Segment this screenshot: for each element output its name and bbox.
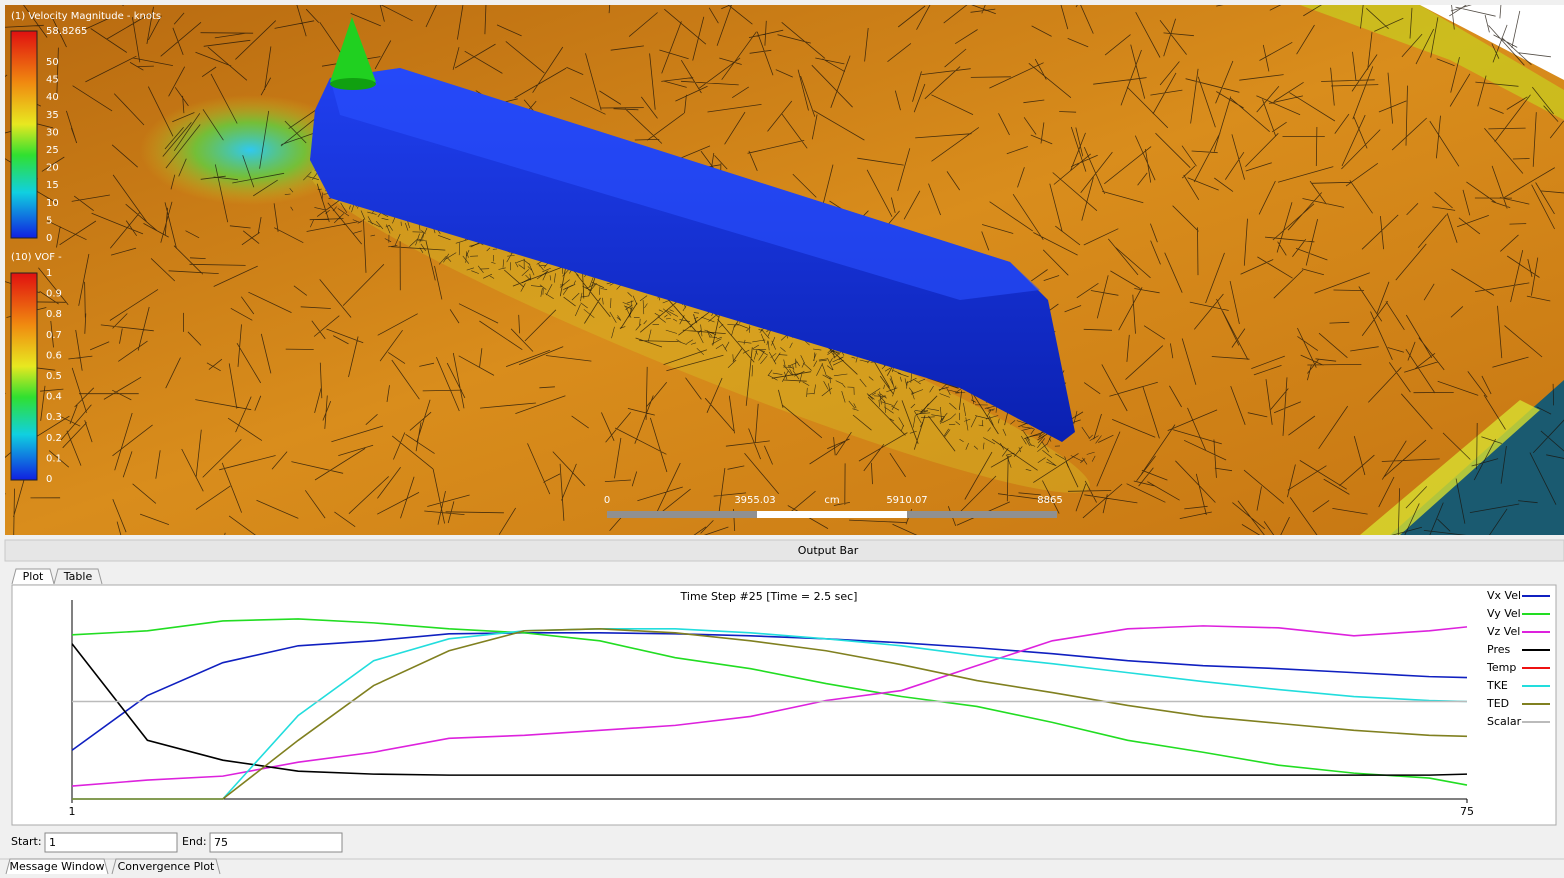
chart-title: Time Step #25 [Time = 2.5 sec]	[680, 590, 858, 603]
output-bar-title: Output Bar	[798, 544, 859, 557]
edge-right-glow	[1360, 400, 1540, 535]
scale-bar-seg	[907, 511, 1057, 518]
chart: Time Step #25 [Time = 2.5 sec] 1 75 Vx Vel V…	[69, 589, 1550, 818]
legend-title: (1) Velocity Magnitude - knots	[11, 11, 161, 22]
legend-label: 5	[46, 215, 52, 226]
scale-bar-seg	[757, 511, 907, 518]
x-tick-label: 75	[1460, 805, 1474, 818]
ship-deck	[330, 68, 1040, 300]
legend-label: 0.4	[46, 392, 62, 403]
legend-label: 0.5	[46, 371, 62, 382]
legend-label: 0	[46, 474, 52, 485]
tab-label[interactable]: Plot	[23, 570, 44, 583]
legend-label: Scalar	[1487, 715, 1522, 728]
legend-title: (10) VOF -	[11, 252, 62, 263]
legend-label: Temp	[1486, 661, 1516, 674]
scale-label: 3955.03	[734, 495, 775, 506]
output-bar-header	[4, 539, 1564, 562]
series-line	[71, 618, 1468, 786]
series-line	[71, 632, 1468, 751]
series-line	[72, 628, 1468, 800]
start-input[interactable]	[44, 832, 178, 853]
legend-label: 0.6	[46, 350, 62, 361]
legend-label: 45	[46, 75, 59, 86]
tab-label[interactable]: Convergence Plot	[118, 860, 215, 873]
end-value[interactable]: 75	[214, 836, 228, 849]
legend-label: TKE	[1486, 679, 1508, 692]
scale-label: 8865	[1037, 495, 1062, 506]
legend-label: 50	[46, 57, 59, 68]
legend-label: 0.2	[46, 433, 62, 444]
x-tick-label: 1	[69, 805, 76, 818]
legend-label: 10	[46, 198, 59, 209]
legend-label: Pres	[1487, 643, 1510, 656]
start-value[interactable]: 1	[49, 836, 56, 849]
tab-label[interactable]: Table	[63, 570, 93, 583]
direction-cone	[330, 17, 376, 82]
edge-top	[1300, 5, 1564, 120]
colorbar	[10, 272, 38, 481]
end-label: End:	[182, 835, 207, 848]
end-input[interactable]	[209, 832, 343, 853]
tab[interactable]	[5, 858, 109, 875]
scale-bar-seg	[607, 511, 757, 518]
series-line	[71, 643, 1468, 776]
legend-label: 35	[46, 110, 59, 121]
legend-label: 20	[46, 163, 59, 174]
plot-panel	[11, 584, 1557, 826]
legend-label: Vx Vel	[1487, 589, 1521, 602]
scale-label: 0	[604, 495, 610, 506]
tab-label[interactable]: Message Window	[9, 860, 104, 873]
legend-label: 0.3	[46, 412, 62, 423]
legend-label: 15	[46, 180, 59, 191]
start-label: Start:	[11, 835, 42, 848]
flow-highlight	[140, 95, 360, 205]
tab[interactable]	[111, 858, 221, 875]
legend-label: 0.8	[46, 309, 62, 320]
legend-label: 0.1	[46, 453, 62, 464]
legend-labels: 58.82655045403530252015105010.90.80.70.6…	[46, 26, 87, 485]
tab[interactable]	[53, 568, 103, 585]
legend-label: 30	[46, 127, 59, 138]
legend-label: 0	[46, 233, 52, 244]
viewport[interactable]: 0 3955.03 cm 5910.07 8865 (1) Velocity M…	[0, 0, 1564, 580]
legend-label: 1	[46, 268, 52, 279]
series-line	[71, 625, 1468, 787]
tab[interactable]	[11, 568, 55, 585]
legend-label: 58.8265	[46, 26, 87, 37]
colorbar	[10, 30, 38, 239]
direction-cone-base	[330, 78, 376, 90]
legend-label: TED	[1486, 697, 1509, 710]
scale-label: cm	[824, 495, 839, 506]
legend-label: 40	[46, 92, 59, 103]
legend-label: 25	[46, 145, 59, 156]
legend-label: Vz Vel	[1487, 625, 1520, 638]
legend-label: Vy Vel	[1487, 607, 1521, 620]
legend-label: 0.7	[46, 330, 62, 341]
series-line	[72, 628, 1468, 800]
legend-label: 0.9	[46, 289, 62, 300]
scale-label: 5910.07	[886, 495, 927, 506]
